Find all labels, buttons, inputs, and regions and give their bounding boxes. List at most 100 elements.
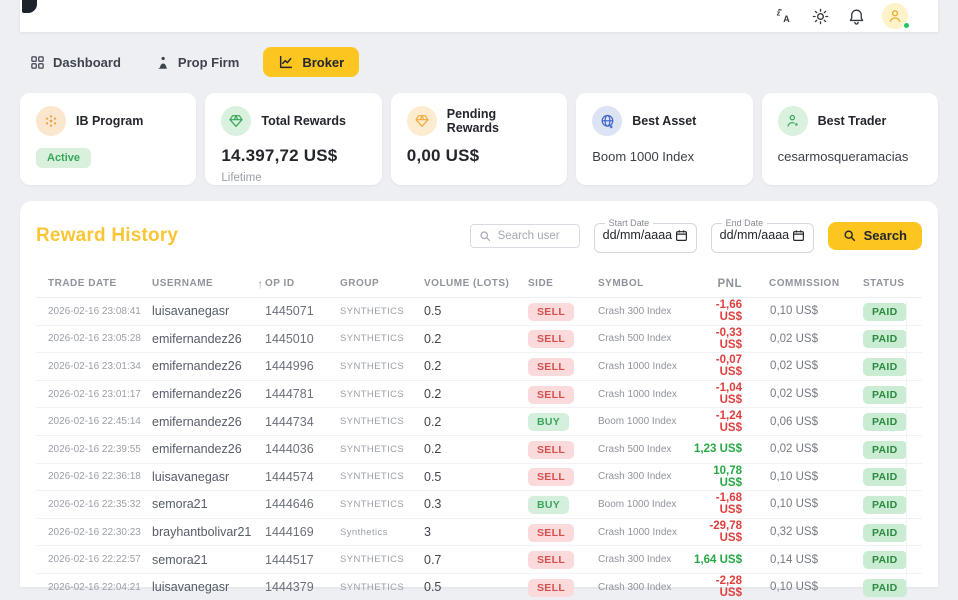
- cell-username: emifernandez26: [152, 359, 242, 374]
- col-side[interactable]: SIDE: [528, 278, 554, 289]
- user-avatar[interactable]: [882, 3, 910, 29]
- cell-side: SELL: [528, 467, 598, 487]
- search-icon: [843, 229, 856, 242]
- side-badge: SELL: [528, 357, 575, 376]
- status-badge: PAID: [863, 302, 907, 321]
- cell-symbol: Crash 300 Index: [598, 471, 672, 483]
- cell-pnl: -1,66 US$: [715, 299, 742, 324]
- sort-asc-icon[interactable]: ↑: [257, 276, 264, 291]
- table-row[interactable]: 2026-02-16 23:01:34 emifernandez26 14449…: [36, 353, 922, 381]
- cell-op-id: 1444781: [265, 387, 314, 402]
- cell-pnl: -0,33 US$: [715, 326, 742, 351]
- cell-trade-date: 2026-02-16 22:35:32: [48, 498, 141, 510]
- cell-group: SYNTHETICS: [340, 333, 405, 345]
- cell-volume: 3: [424, 525, 431, 540]
- total-rewards-value: 14.397,72 US$: [221, 146, 338, 165]
- total-rewards-subtitle: Lifetime: [221, 172, 262, 184]
- card-ib-program: IB Program Active: [20, 93, 197, 185]
- network-icon: [36, 106, 66, 136]
- notifications-icon[interactable]: [846, 6, 866, 26]
- side-badge: SELL: [528, 302, 575, 321]
- tab-broker[interactable]: Broker: [263, 47, 360, 77]
- tab-label: Broker: [302, 54, 345, 70]
- topbar: z A: [20, 0, 938, 32]
- card-title: IB Program: [76, 114, 144, 128]
- end-date-value[interactable]: dd/mm/aaaa: [719, 228, 790, 242]
- col-username[interactable]: USERNAME ↑: [152, 276, 264, 291]
- calendar-icon[interactable]: [792, 229, 805, 242]
- search-user-field[interactable]: [469, 223, 580, 248]
- table-row[interactable]: 2026-02-16 22:22:57 semora21 1444517 SYN…: [36, 546, 922, 574]
- cell-pnl: -1,24 US$: [715, 409, 742, 434]
- card-best-asset: Best Asset Boom 1000 Index: [576, 93, 753, 185]
- col-symbol[interactable]: SYMBOL: [598, 278, 644, 289]
- diamond-icon: [406, 106, 437, 136]
- cell-username: semora21: [152, 497, 208, 512]
- cell-status: PAID: [826, 412, 922, 432]
- cell-trade-date: 2026-02-16 22:45:14: [48, 416, 141, 428]
- col-volume[interactable]: VOLUME (LOTS): [424, 278, 510, 289]
- cell-status: PAID: [826, 578, 922, 597]
- cell-side: BUY: [528, 412, 598, 432]
- diamond-icon: [221, 106, 252, 136]
- col-pnl[interactable]: PNL: [717, 277, 742, 290]
- table-row[interactable]: 2026-02-16 22:45:14 emifernandez26 14447…: [36, 408, 922, 436]
- cell-op-id: 1444036: [265, 442, 314, 457]
- tab-dashboard[interactable]: Dashboard: [20, 48, 131, 77]
- start-date-value[interactable]: dd/mm/aaaa: [602, 228, 673, 242]
- cell-username: emifernandez26: [152, 414, 242, 429]
- cell-commission: 0,10 US$: [770, 470, 818, 483]
- tab-label: Dashboard: [53, 54, 121, 70]
- col-group[interactable]: GROUP: [340, 278, 380, 289]
- table-row[interactable]: 2026-02-16 22:30:23 brayhantbolivar21 14…: [36, 519, 922, 547]
- table-row[interactable]: 2026-02-16 22:36:18 luisavanegasr 144457…: [36, 464, 922, 492]
- table-row[interactable]: 2026-02-16 22:04:21 luisavanegasr 144437…: [36, 574, 922, 600]
- active-badge: Active: [36, 148, 92, 168]
- svg-text:z: z: [777, 8, 781, 17]
- tab-prop-firm[interactable]: Prop Firm: [145, 48, 249, 77]
- cell-commission: 0,02 US$: [770, 388, 818, 401]
- col-commission[interactable]: COMMISSION: [769, 278, 840, 289]
- col-op-id[interactable]: OP ID: [265, 278, 295, 289]
- cell-status: PAID: [826, 523, 922, 542]
- translate-icon[interactable]: z A: [774, 6, 794, 26]
- card-best-trader: Best Trader cesarmosqueramacias: [761, 93, 938, 185]
- start-date-field[interactable]: Start Date dd/mm/aaaa: [593, 218, 697, 253]
- cell-username: semora21: [152, 552, 208, 567]
- table-row[interactable]: 2026-02-16 23:05:28 emifernandez26 14450…: [36, 326, 922, 354]
- cell-pnl: -1,04 US$: [715, 382, 742, 407]
- cell-op-id: 1445071: [265, 304, 314, 319]
- table-row[interactable]: 2026-02-16 23:08:41 luisavanegasr 144507…: [36, 298, 922, 326]
- cell-pnl: -29,78 US$: [709, 520, 742, 545]
- cell-group: SYNTHETICS: [340, 305, 405, 317]
- cell-volume: 0.2: [424, 442, 442, 457]
- brightness-icon[interactable]: [810, 6, 830, 26]
- table-row[interactable]: 2026-02-16 22:35:32 semora21 1444646 SYN…: [36, 491, 922, 519]
- search-button[interactable]: Search: [827, 221, 922, 250]
- table-row[interactable]: 2026-02-16 22:39:55 emifernandez26 14440…: [36, 436, 922, 464]
- col-trade-date[interactable]: TRADE DATE: [48, 278, 117, 289]
- cell-group: SYNTHETICS: [340, 498, 405, 510]
- table-row[interactable]: 2026-02-16 23:01:17 emifernandez26 14447…: [36, 381, 922, 409]
- cell-trade-date: 2026-02-16 23:05:28: [48, 333, 141, 345]
- cell-volume: 0.2: [424, 359, 442, 374]
- calendar-icon[interactable]: [675, 229, 688, 242]
- table-header-row: TRADE DATE USERNAME ↑ OP ID GROUP VOLUME…: [36, 270, 922, 298]
- cell-op-id: 1444169: [265, 525, 314, 540]
- search-user-input[interactable]: [497, 229, 571, 242]
- pending-rewards-value: 0,00 US$: [406, 146, 480, 165]
- status-badge: PAID: [863, 413, 907, 432]
- col-status[interactable]: STATUS: [863, 278, 905, 289]
- cell-trade-date: 2026-02-16 22:30:23: [48, 526, 141, 538]
- end-date-field[interactable]: End Date dd/mm/aaaa: [710, 218, 814, 253]
- cell-volume: 0.5: [424, 580, 442, 595]
- view-tabs: Dashboard Prop Firm Broker: [20, 47, 938, 77]
- cell-volume: 0.5: [424, 469, 442, 484]
- corner-logo-fragment: [22, 0, 37, 13]
- cell-commission: 0,10 US$: [770, 581, 818, 594]
- cell-username: emifernandez26: [152, 331, 242, 346]
- cell-op-id: 1444574: [265, 469, 314, 484]
- side-badge: SELL: [528, 551, 575, 570]
- panel-title: Reward History: [36, 224, 179, 246]
- cell-trade-date: 2026-02-16 22:22:57: [48, 554, 141, 566]
